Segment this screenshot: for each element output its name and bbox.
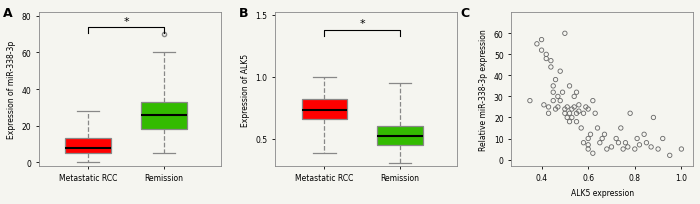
Point bbox=[552, 95, 564, 99]
Point bbox=[599, 133, 610, 136]
Point bbox=[592, 127, 603, 130]
Point bbox=[629, 148, 641, 151]
Point bbox=[559, 108, 570, 111]
Point bbox=[550, 79, 561, 82]
Point bbox=[640, 141, 652, 145]
Y-axis label: Expression of miR-338-3p: Expression of miR-338-3p bbox=[7, 41, 16, 139]
Point bbox=[582, 148, 594, 151]
Point bbox=[587, 152, 598, 155]
Point bbox=[559, 112, 570, 115]
Point bbox=[575, 127, 587, 130]
Point bbox=[606, 146, 617, 149]
Text: B: B bbox=[239, 7, 248, 20]
Point bbox=[568, 95, 580, 99]
Point bbox=[561, 116, 573, 120]
Point bbox=[571, 91, 582, 94]
Y-axis label: Expression of ALK5: Expression of ALK5 bbox=[241, 53, 250, 126]
Point bbox=[571, 112, 582, 115]
Y-axis label: Relative miR-338-3p expression: Relative miR-338-3p expression bbox=[480, 29, 489, 150]
Point bbox=[645, 146, 657, 149]
Point bbox=[582, 108, 594, 111]
Point bbox=[543, 106, 554, 109]
Point bbox=[631, 137, 643, 141]
Text: A: A bbox=[3, 7, 12, 20]
Point bbox=[564, 85, 575, 88]
Point bbox=[536, 49, 547, 52]
Point bbox=[568, 106, 580, 109]
Point bbox=[524, 100, 536, 103]
Point bbox=[676, 148, 687, 151]
Point bbox=[587, 100, 598, 103]
Point bbox=[582, 143, 594, 147]
Point bbox=[638, 133, 650, 136]
Point bbox=[624, 112, 636, 115]
Point bbox=[601, 148, 612, 151]
Point bbox=[547, 91, 559, 94]
Point bbox=[613, 141, 624, 145]
PathPatch shape bbox=[141, 102, 187, 130]
Point bbox=[540, 53, 552, 57]
Point bbox=[538, 104, 550, 107]
Point bbox=[596, 137, 608, 141]
Point bbox=[578, 112, 589, 115]
Point bbox=[547, 100, 559, 103]
Point bbox=[589, 112, 601, 115]
Point bbox=[536, 39, 547, 42]
Point bbox=[617, 148, 629, 151]
Point bbox=[559, 32, 570, 36]
Point bbox=[648, 116, 659, 120]
Point bbox=[547, 85, 559, 88]
Point bbox=[610, 137, 622, 141]
Point bbox=[557, 91, 568, 94]
Point bbox=[554, 70, 566, 73]
Point bbox=[620, 141, 631, 145]
PathPatch shape bbox=[377, 127, 423, 145]
Point bbox=[580, 106, 592, 109]
Text: *: * bbox=[123, 17, 129, 27]
X-axis label: ALK5 expression: ALK5 expression bbox=[570, 188, 634, 197]
Point bbox=[550, 108, 561, 111]
Point bbox=[578, 141, 589, 145]
Text: C: C bbox=[461, 7, 470, 20]
Point bbox=[657, 137, 668, 141]
Point bbox=[540, 58, 552, 61]
PathPatch shape bbox=[65, 139, 111, 153]
Point bbox=[571, 120, 582, 124]
Point bbox=[573, 104, 584, 107]
Point bbox=[531, 43, 542, 46]
Point bbox=[652, 148, 664, 151]
Point bbox=[566, 116, 578, 120]
Point bbox=[664, 154, 676, 157]
Point bbox=[564, 112, 575, 115]
Text: *: * bbox=[359, 19, 365, 29]
Point bbox=[622, 146, 634, 149]
Point bbox=[543, 112, 554, 115]
Point bbox=[545, 66, 557, 69]
Point bbox=[634, 143, 645, 147]
Point bbox=[561, 106, 573, 109]
Point bbox=[594, 141, 606, 145]
Point bbox=[585, 133, 596, 136]
Point bbox=[615, 127, 626, 130]
Point bbox=[545, 60, 557, 63]
PathPatch shape bbox=[302, 100, 347, 119]
Point bbox=[582, 137, 594, 141]
Point bbox=[554, 100, 566, 103]
Point bbox=[552, 106, 564, 109]
Point bbox=[573, 110, 584, 113]
Point bbox=[566, 108, 578, 111]
Point bbox=[564, 120, 575, 124]
